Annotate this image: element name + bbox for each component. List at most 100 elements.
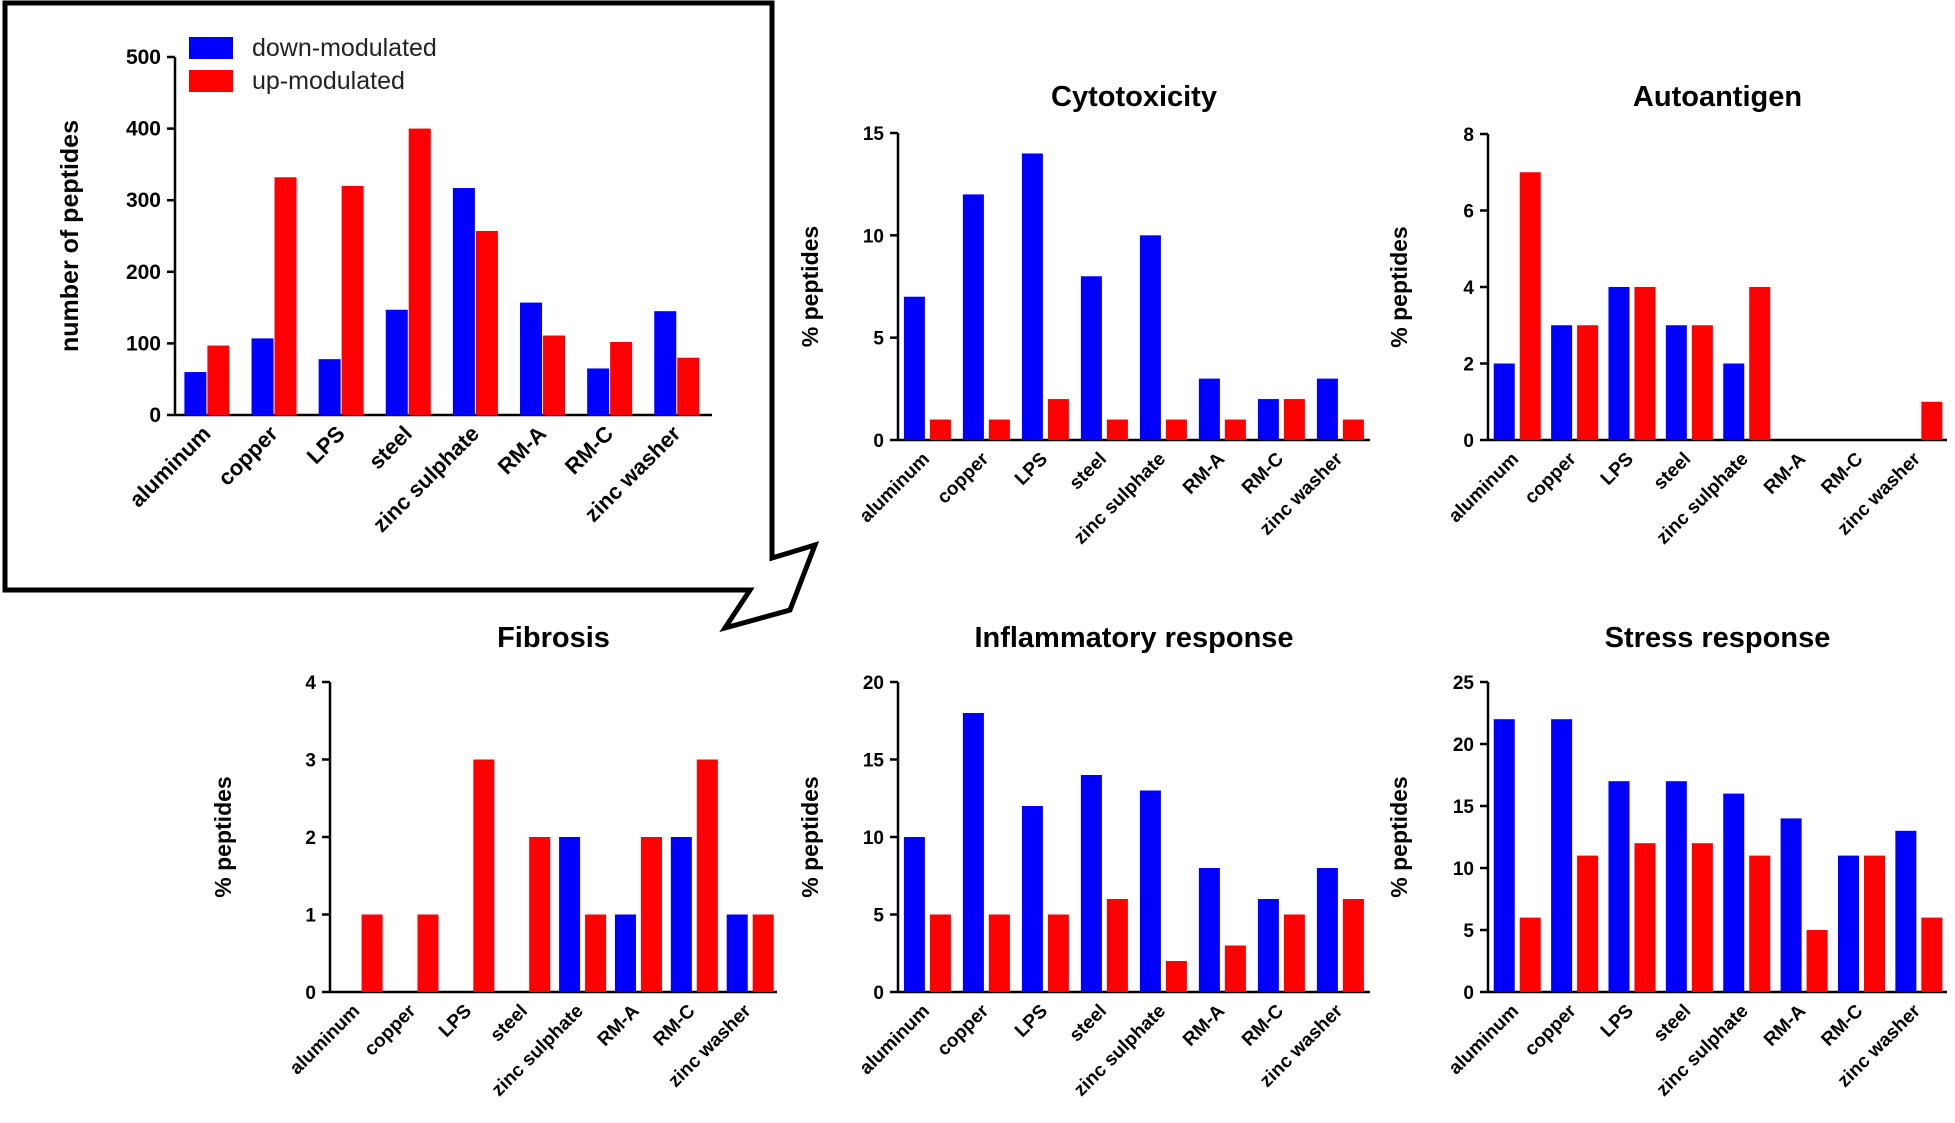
x-tick-label: RM-A [1760,448,1810,498]
x-tick-label: LPS [1011,449,1052,490]
y-tick-label: 400 [126,118,161,141]
bar-up-aluminum [1519,917,1541,992]
x-tick-label: aluminum [856,1001,934,1079]
y-tick-label: 20 [863,673,884,694]
bar-down-rm-c [1257,899,1279,992]
bar-down-zinc-sulphate [1139,235,1161,440]
y-tick-label: 20 [1453,735,1474,756]
bar-down-lps [1021,153,1043,440]
y-axis-label: % peptides [210,776,236,897]
bar-up-steel [1106,419,1128,440]
chart-total: number of peptides0100200300400500alumin… [56,34,712,537]
x-tick-label: copper [933,448,993,508]
x-tick-label: LPS [1597,1001,1638,1042]
y-tick-label: 3 [305,751,316,772]
bar-down-zinc-sulphate [559,837,581,992]
bar-up-zinc-sulphate [1165,961,1187,992]
y-tick-label: 10 [863,828,884,849]
bar-down-rm-a [1780,818,1802,992]
bar-up-copper [1577,855,1599,992]
bar-down-rm-a [1198,868,1220,992]
bar-up-aluminum [361,914,383,992]
bar-down-aluminum [903,837,925,992]
bar-up-zinc-washer [1342,899,1364,992]
y-axis-label: % peptides [1386,776,1412,897]
bar-down-steel [1665,781,1687,992]
y-tick-label: 0 [149,404,161,427]
y-tick-label: 4 [1463,278,1474,299]
bar-up-zinc-washer [677,357,700,415]
bar-up-zinc-washer [752,914,774,992]
bar-down-zinc-washer [1316,378,1338,440]
x-tick-label: RM-C [1238,448,1288,498]
bar-down-zinc-washer [1316,868,1338,992]
x-tick-label: steel [1650,1001,1695,1046]
x-tick-label: steel [1066,449,1111,494]
bar-up-copper [1577,325,1599,440]
chart-cytotoxicity: Cytotoxicity % peptides 0 5 10 15 aluminum copp… [797,81,1370,549]
y-tick-label: 2 [1463,355,1474,376]
bar-up-lps [341,185,364,415]
legend-label-down: down-modulated [252,34,437,62]
bar-down-rm-c [1257,399,1279,440]
x-tick-label: RM-C [1817,1000,1867,1050]
bar-down-aluminum [903,296,925,440]
bar-up-lps [1634,287,1656,440]
x-tick-label: LPS [1597,449,1638,490]
bar-up-zinc-sulphate [1749,287,1771,440]
chart-stress: Stress response % peptides 0 5 10 15 20 25 alumi… [1386,622,1947,1101]
y-tick-label: 300 [126,189,161,212]
legend-swatch-up [189,70,233,92]
x-tick-label: steel [1650,449,1695,494]
bar-up-zinc-washer [1921,401,1943,440]
y-axis-label: % peptides [797,776,823,897]
x-tick-label: RM-A [1179,1000,1229,1050]
y-tick-label: 2 [305,828,316,849]
bar-up-aluminum [1519,172,1541,440]
bar-up-rm-c [610,341,633,415]
x-tick-label: aluminum [856,449,934,527]
bar-down-zinc-sulphate [452,188,475,415]
bar-down-rm-c [670,837,692,992]
y-tick-label: 0 [873,983,884,1004]
y-tick-label: 4 [305,673,316,694]
y-tick-label: 200 [126,261,161,284]
x-tick-label: LPS [435,1001,476,1042]
x-tick-label: aluminum [286,1001,364,1079]
bar-down-rm-a [614,914,636,992]
y-tick-label: 10 [863,226,884,247]
bar-down-lps [1608,781,1630,992]
bar-up-lps [473,759,495,992]
x-tick-label: copper [360,1000,420,1060]
chart-inflammatory: Inflammatory response % peptides 0 5 10 15 20 a… [797,622,1370,1101]
bar-down-zinc-sulphate [1723,793,1745,992]
x-tick-label: RM-C [1817,448,1867,498]
bar-down-steel [1080,276,1102,440]
y-tick-label: 0 [873,431,884,452]
bar-up-rm-c [1283,399,1305,440]
bar-down-rm-a [520,302,543,415]
x-tick-label: copper [1521,1000,1581,1060]
x-tick-label: copper [933,1000,993,1060]
bar-up-zinc-sulphate [585,914,607,992]
bar-down-lps [318,359,341,415]
x-tick-label: RM-C [650,1000,700,1050]
bar-up-rm-c [1863,855,1885,992]
x-tick-label: aluminum [1445,1001,1523,1079]
y-tick-label: 0 [1463,431,1474,452]
bar-up-rm-c [696,759,718,992]
bar-up-lps [1047,914,1069,992]
bar-down-lps [1021,806,1043,992]
bar-down-zinc-washer [726,914,748,992]
bar-down-aluminum [184,372,207,415]
x-tick-label: RM-A [1179,448,1229,498]
x-tick-label: LPS [1011,1001,1052,1042]
bar-up-rm-a [1224,945,1246,992]
chart-title: Autoantigen [1633,81,1802,113]
bar-up-copper [417,914,439,992]
y-tick-label: 500 [126,46,161,69]
bar-down-copper [251,338,274,415]
x-tick-label: RM-A [594,1000,644,1050]
